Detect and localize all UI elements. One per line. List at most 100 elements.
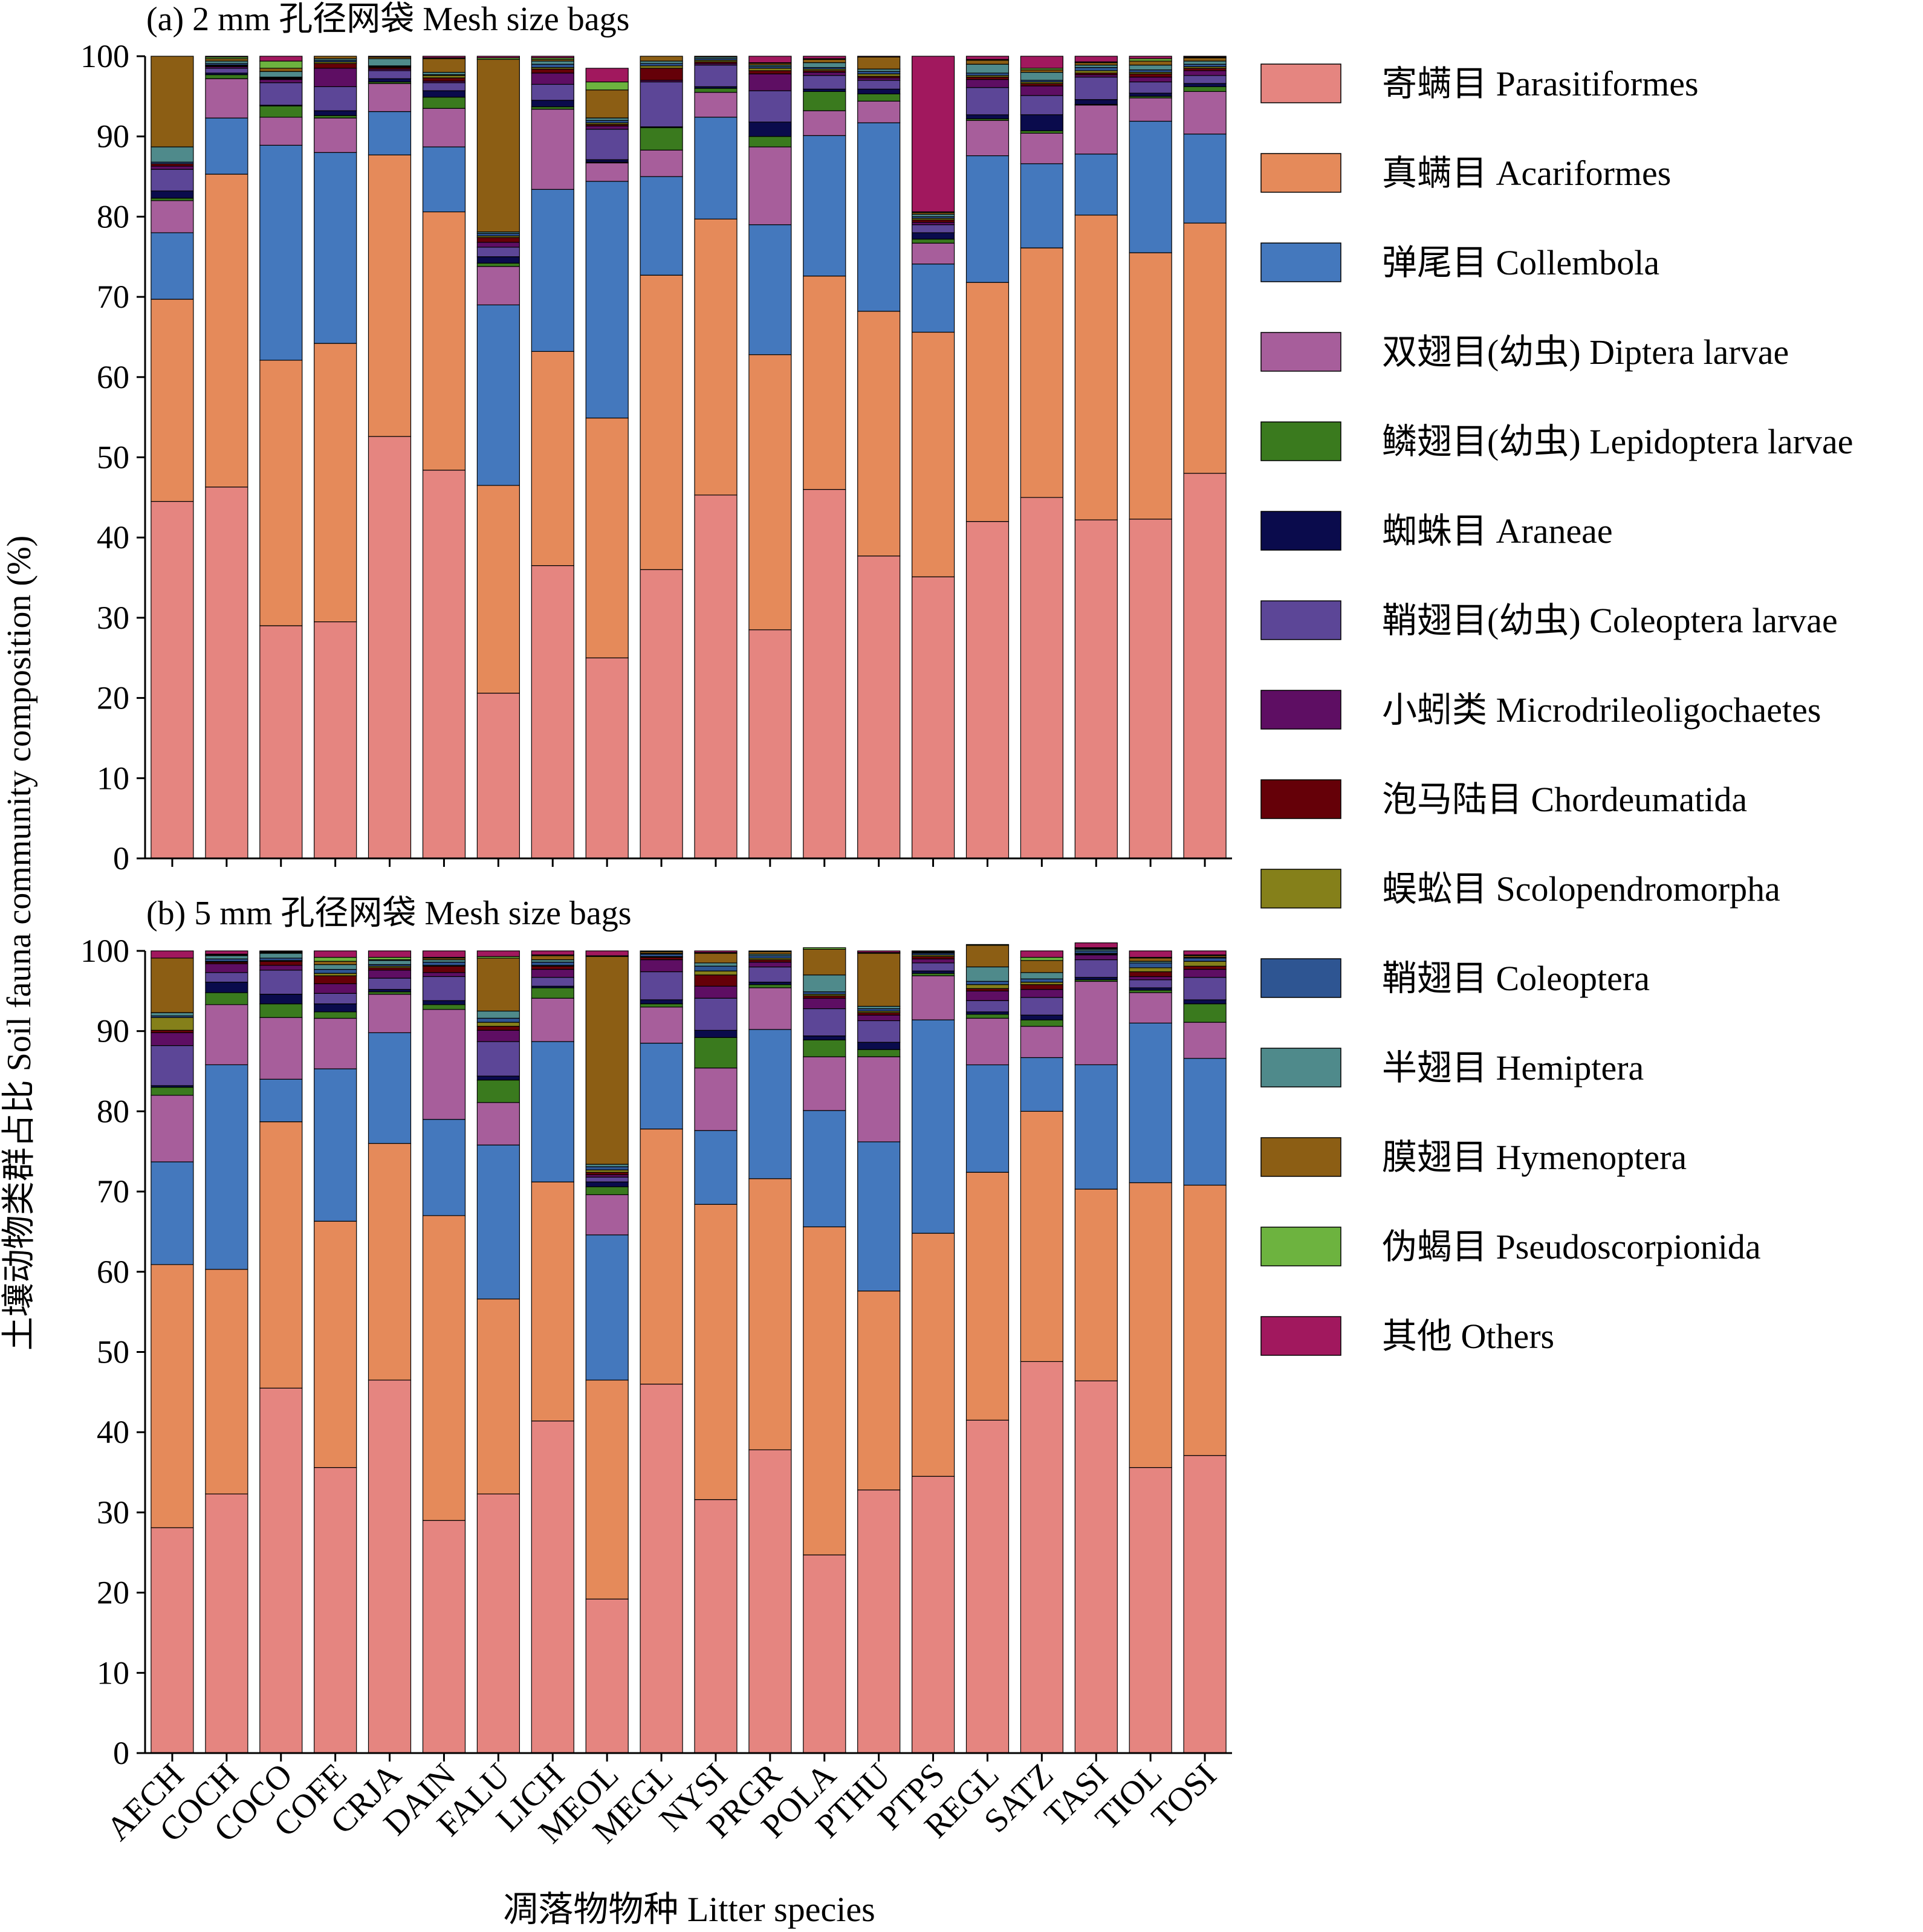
bar-segment-b-tosi-s6: [1183, 977, 1227, 1000]
bar-segment-b-dain-s10: [422, 961, 466, 966]
bar-segment-a-ptps-s14: [911, 56, 955, 212]
bar-segment-b-tosi-s7: [1183, 968, 1227, 978]
bar-segment-b-pola-s13: [803, 947, 846, 950]
y-tick-label-a-30: 30: [97, 600, 129, 636]
bar-segment-b-aech-s11: [151, 1012, 194, 1017]
bar-segment-a-tasi-s3: [1074, 105, 1118, 155]
bar-segment-b-prgr-s2: [748, 1029, 792, 1179]
bar-segment-b-satz-s14: [1020, 950, 1064, 958]
bar-segment-a-coco-s13: [259, 60, 303, 69]
bar-segment-a-megl-s12: [640, 56, 683, 62]
bar-segment-a-tosi-s5: [1183, 83, 1227, 88]
bar-segment-a-megl-s2: [640, 176, 683, 276]
bar-segment-b-meol-s1: [585, 1379, 629, 1600]
bar-segment-a-aech-s7: [151, 166, 194, 170]
bar-segment-a-nysi-s0: [694, 494, 738, 859]
legend-swatch-9: [1260, 869, 1341, 909]
bar-segment-a-satz-s11: [1020, 71, 1064, 81]
bar-segment-b-coch-s7: [205, 963, 248, 973]
bar-segment-b-tasi-s3: [1074, 981, 1118, 1066]
bar-segment-b-falu-s6: [476, 1041, 520, 1077]
bar-segment-a-coch-s0: [205, 486, 248, 859]
bar-segment-a-pola-s12: [803, 59, 846, 63]
bar-segment-b-crja-s14: [368, 950, 412, 958]
bar-segment-a-pola-s3: [803, 110, 846, 136]
bar-segment-b-prgr-s0: [748, 1449, 792, 1754]
legend-label-8: 泡马陆目 Chordeumatida: [1382, 780, 1747, 819]
bar-segment-b-dain-s3: [422, 1009, 466, 1120]
bar-segment-a-megl-s4: [640, 127, 683, 151]
bar-segment-a-tiol-s1: [1129, 252, 1172, 520]
bar-segment-b-cofe-s11: [314, 964, 357, 970]
bar-segment-a-regl-s0: [965, 521, 1010, 859]
y-tick-label-b-20: 20: [97, 1575, 129, 1611]
bar-segment-b-satz-s12: [1020, 960, 1064, 973]
bar-segment-b-coch-s0: [205, 1493, 248, 1754]
bar-segment-a-coch-s14: [205, 56, 248, 57]
bar-segment-a-meol-s12: [585, 89, 629, 118]
bar-segment-a-lich-s0: [531, 565, 574, 859]
bar-segment-a-falu-s5: [476, 256, 520, 264]
bar-segment-a-regl-s7: [965, 79, 1010, 88]
y-tick-label-b-80: 80: [97, 1093, 129, 1129]
bar-segment-a-cofe-s12: [314, 56, 357, 59]
panel-a: (a) 2 mm 孔径网袋 Mesh size bags 0 10 20 30 40 50…: [80, 1, 1232, 877]
bar-segment-a-prgr-s7: [748, 73, 792, 91]
bar-segment-a-tosi-s7: [1183, 70, 1227, 76]
bar-segment-b-nysi-s0: [694, 1499, 738, 1754]
bar-segment-b-pthu-s5: [857, 1042, 901, 1050]
bar-segment-b-tiol-s12: [1129, 958, 1172, 962]
bar-segment-b-tasi-s5: [1074, 977, 1118, 981]
bar-segment-a-lich-s8: [531, 68, 574, 74]
bar-segment-a-prgr-s4: [748, 136, 792, 147]
panel-a-bars: [151, 56, 1227, 859]
bar-segment-a-tosi-s14: [1183, 56, 1227, 57]
bar-segment-a-prgr-s14: [748, 56, 792, 63]
legend-label-2: 弹尾目 Collembola: [1382, 243, 1659, 282]
y-tick-label-b-70: 70: [97, 1173, 129, 1210]
bar-segment-b-regl-s4: [965, 1014, 1010, 1019]
bar-segment-a-meol-s11: [585, 117, 629, 121]
legend-swatch-7: [1260, 690, 1341, 730]
bar-segment-a-lich-s10: [531, 63, 574, 68]
bar-segment-b-coco-s1: [259, 1121, 303, 1389]
bar-segment-b-crja-s11: [368, 960, 412, 965]
bar-segment-a-tiol-s6: [1129, 81, 1172, 94]
bar-segment-a-lich-s4: [531, 106, 574, 110]
x-axis-label: 凋落物物种 Litter species: [503, 1890, 875, 1929]
bar-segment-a-coch-s4: [205, 74, 248, 79]
bar-segment-a-satz-s6: [1020, 95, 1064, 115]
bar-segment-a-regl-s5: [965, 114, 1010, 120]
bar-segment-b-coco-s4: [259, 1003, 303, 1018]
bar-segment-b-satz-s2: [1020, 1057, 1064, 1112]
bar-segment-b-pola-s0: [803, 1554, 846, 1754]
y-tick-label-b-0: 0: [113, 1735, 129, 1771]
bar-segment-b-meol-s3: [585, 1194, 629, 1236]
bar-segment-b-coch-s11: [205, 955, 248, 959]
bar-segment-b-cofe-s10: [314, 968, 357, 974]
y-tick-label-a-100: 100: [80, 38, 129, 74]
bar-segment-b-pola-s4: [803, 1039, 846, 1057]
bar-segment-b-cofe-s14: [314, 950, 357, 958]
bar-segment-a-meol-s13: [585, 81, 629, 91]
bar-segment-a-prgr-s2: [748, 224, 792, 355]
bar-segment-b-ptps-s2: [911, 1019, 955, 1234]
bar-segment-b-tosi-s9: [1183, 961, 1227, 967]
legend-label-10: 鞘翅目 Coleoptera: [1382, 959, 1650, 998]
bar-segment-a-nysi-s4: [694, 88, 738, 93]
bar-segment-b-aech-s6: [151, 1045, 194, 1086]
bar-segment-a-crja-s5: [368, 78, 412, 83]
bar-segment-a-lich-s2: [531, 189, 574, 352]
bar-segment-a-crja-s6: [368, 70, 412, 79]
bar-segment-b-megl-s0: [640, 1384, 683, 1754]
bar-segment-b-falu-s11: [476, 1010, 520, 1019]
legend-label-7: 小蚓类 Microdrileoligochaetes: [1382, 690, 1821, 730]
bar-segment-b-prgr-s3: [748, 987, 792, 1030]
bar-segment-b-pthu-s12: [857, 953, 901, 1007]
legend: 寄螨目 Parasitiformes 真螨目 Acariformes 弹尾目 Col…: [1260, 63, 1853, 1356]
bar-segment-a-coco-s12: [259, 68, 303, 72]
bar-segment-a-coch-s2: [205, 117, 248, 175]
bar-segment-b-nysi-s11: [694, 962, 738, 967]
bar-segment-b-dain-s14: [422, 950, 466, 958]
